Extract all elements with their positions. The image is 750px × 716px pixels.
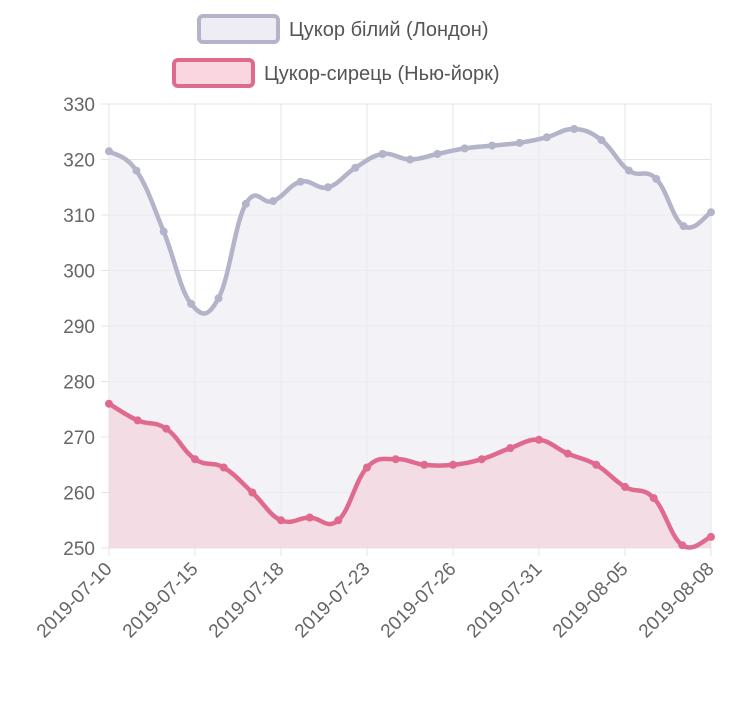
- data-point[interactable]: [515, 138, 524, 147]
- data-point[interactable]: [378, 150, 387, 158]
- data-point[interactable]: [477, 455, 486, 464]
- data-point[interactable]: [305, 513, 314, 522]
- series-area-0: [109, 128, 711, 549]
- data-point[interactable]: [624, 166, 633, 175]
- y-tick-label: 320: [63, 151, 95, 172]
- data-point[interactable]: [649, 494, 658, 503]
- x-tick-label: 2019-08-08: [635, 559, 719, 643]
- data-point[interactable]: [133, 416, 142, 425]
- y-tick-label: 310: [63, 206, 95, 227]
- data-point[interactable]: [449, 460, 457, 469]
- legend-swatch-raw-sugar: [172, 58, 255, 88]
- data-point[interactable]: [269, 197, 278, 206]
- series-line-0: [106, 126, 714, 316]
- legend-swatch-white-sugar: [197, 14, 280, 44]
- data-point[interactable]: [241, 199, 250, 208]
- legend-label-raw-sugar: Цукор-сирець (Нью-йорк): [264, 63, 500, 85]
- series-line-1: [106, 401, 714, 550]
- x-tick-label: 2019-07-15: [119, 559, 203, 643]
- x-tick-label: 2019-08-05: [549, 559, 633, 643]
- data-point[interactable]: [433, 150, 442, 158]
- x-tick-label: 2019-07-23: [291, 559, 375, 643]
- data-point[interactable]: [214, 294, 223, 303]
- data-point[interactable]: [563, 449, 572, 458]
- legend-item-raw-sugar[interactable]: Цукор-сирець (Нью-йорк): [172, 58, 500, 88]
- legend-item-white-sugar[interactable]: Цукор білий (Лондон): [197, 14, 489, 44]
- data-point[interactable]: [621, 482, 629, 491]
- data-point[interactable]: [277, 516, 285, 525]
- y-tick-label: 330: [63, 95, 95, 116]
- data-point[interactable]: [570, 125, 579, 133]
- y-tick-label: 280: [63, 373, 95, 394]
- data-point[interactable]: [707, 532, 715, 541]
- x-tick-label: 2019-07-31: [463, 559, 547, 643]
- data-point[interactable]: [219, 463, 228, 472]
- series-lines: [106, 126, 714, 550]
- data-point[interactable]: [248, 488, 257, 497]
- data-point[interactable]: [191, 455, 199, 464]
- data-point[interactable]: [420, 460, 429, 469]
- data-point[interactable]: [652, 174, 661, 183]
- series-areas: [109, 128, 711, 549]
- data-point[interactable]: [351, 163, 360, 172]
- x-tick-label: 2019-07-18: [205, 559, 289, 643]
- data-point[interactable]: [707, 208, 715, 217]
- legend: Цукор білий (Лондон) Цукор-сирець (Нью-й…: [172, 14, 500, 88]
- data-point[interactable]: [679, 222, 688, 231]
- y-tick-label: 270: [63, 428, 95, 449]
- data-point[interactable]: [132, 166, 141, 175]
- series-points: [105, 125, 715, 550]
- y-tick-label: 300: [63, 262, 95, 283]
- data-point[interactable]: [678, 541, 687, 550]
- data-point[interactable]: [296, 177, 305, 186]
- y-axis-ticks: 250 260 270 280 290 300 310 320 330: [63, 95, 95, 560]
- y-tick-label: 250: [63, 539, 95, 560]
- data-point[interactable]: [105, 147, 113, 156]
- x-tick-label: 2019-07-10: [33, 559, 117, 643]
- data-point[interactable]: [162, 424, 171, 433]
- data-point[interactable]: [323, 183, 332, 192]
- x-axis-ticks: 2019-07-10 2019-07-15 2019-07-18 2019-07-23…: [33, 559, 719, 643]
- data-point[interactable]: [592, 460, 601, 469]
- data-point[interactable]: [406, 155, 414, 164]
- data-point[interactable]: [542, 133, 551, 142]
- data-point[interactable]: [187, 299, 196, 308]
- data-point[interactable]: [460, 144, 469, 153]
- data-point[interactable]: [535, 435, 543, 444]
- x-tick-label: 2019-07-26: [377, 559, 461, 643]
- data-point[interactable]: [334, 516, 343, 525]
- data-point[interactable]: [597, 136, 606, 145]
- data-point[interactable]: [105, 399, 113, 408]
- data-point[interactable]: [363, 463, 371, 472]
- y-tick-label: 290: [63, 317, 95, 338]
- data-point[interactable]: [391, 455, 400, 464]
- series-area-1: [109, 403, 711, 548]
- y-tick-label: 260: [63, 484, 95, 505]
- legend-label-white-sugar: Цукор білий (Лондон): [289, 19, 489, 41]
- data-point[interactable]: [488, 141, 497, 150]
- data-point[interactable]: [159, 227, 168, 236]
- data-point[interactable]: [506, 444, 515, 453]
